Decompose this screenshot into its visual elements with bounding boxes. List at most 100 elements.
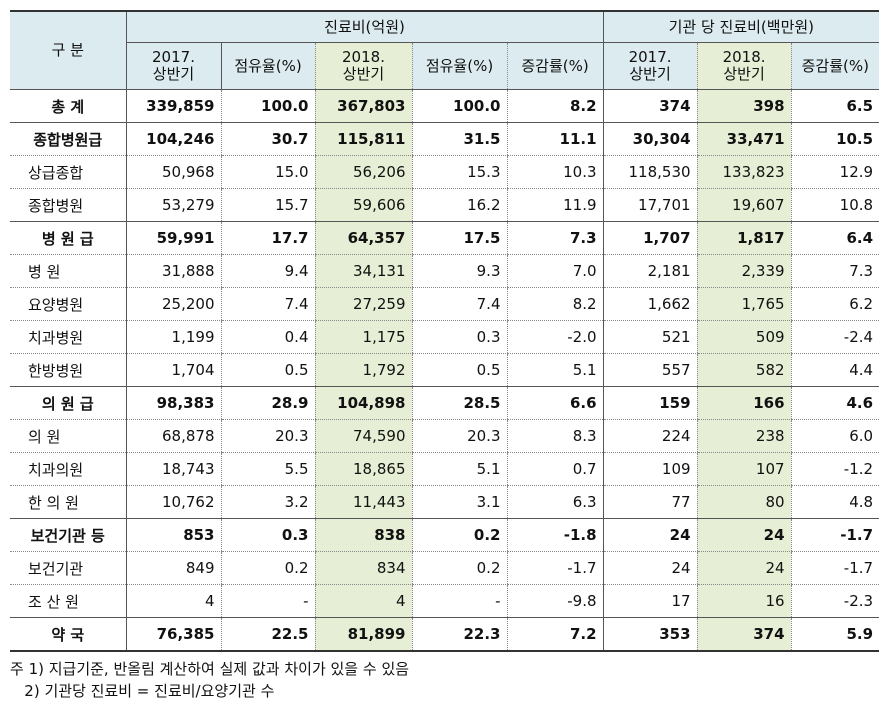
table-cell: 6.3 <box>506 485 604 519</box>
table-cell: 1,707 <box>602 221 698 255</box>
table-cell: 31.5 <box>411 122 507 156</box>
medical-cost-table: 구 분 진료비(억원) 기관 당 진료비(백만원) 2017. 상반기 점유율(%)… <box>10 10 880 652</box>
row-label: 병 원 급 <box>10 221 127 255</box>
footnote-line: 주 1) 지급기준, 반올림 계산하여 실제 값과 차이가 있을 수 있음 <box>10 660 410 678</box>
table-cell: 10.3 <box>506 155 604 189</box>
per-institution-group-header: 기관 당 진료비(백만원) <box>602 11 880 43</box>
table-cell: 10,762 <box>125 485 221 519</box>
table-cell: 24 <box>696 518 792 552</box>
column-header-line: 상반기 <box>629 65 671 83</box>
column-header-6: 2017. 상반기 <box>602 42 698 90</box>
column-header-line: 2018. <box>342 48 385 66</box>
column-header-line: 증감률(%) <box>801 56 869 75</box>
table-cell: 1,662 <box>602 287 698 321</box>
table-cell: 11.9 <box>506 188 604 222</box>
table-cell: 24 <box>602 518 698 552</box>
table-cell: 31,888 <box>125 254 221 288</box>
table-cell: 339,859 <box>125 89 221 123</box>
table-cell: 16 <box>696 584 792 618</box>
table-cell: 166 <box>696 386 792 420</box>
medical-cost-table-container: 구 분 진료비(억원) 기관 당 진료비(백만원) 2017. 상반기 점유율(%)… <box>10 10 880 702</box>
table-cell: 11,443 <box>314 485 412 519</box>
table-cell: 76,385 <box>125 617 221 652</box>
table-cell: 77 <box>602 485 698 519</box>
column-header-7: 2018. 상반기 <box>696 42 792 90</box>
table-cell: 100.0 <box>220 89 315 123</box>
table-cell: 2,181 <box>602 254 698 288</box>
table-cell: 1,792 <box>314 353 412 387</box>
table-cell: -1.7 <box>506 551 604 585</box>
table-cell: 28.5 <box>411 386 507 420</box>
table-cell: 374 <box>696 617 792 652</box>
row-label: 보건기관 <box>10 551 127 585</box>
footnote-line: 2) 기관당 진료비 = 진료비/요양기관 수 <box>10 682 275 700</box>
row-label: 상급종합 <box>10 155 127 189</box>
table-cell: 12.9 <box>790 155 880 189</box>
table-cell: 10.5 <box>790 122 880 156</box>
table-cell: 7.4 <box>220 287 315 321</box>
cost-group-header: 진료비(억원) <box>125 11 604 43</box>
row-label: 치과의원 <box>10 452 127 486</box>
row-label: 한 의 원 <box>10 485 127 519</box>
table-cell: 3.2 <box>220 485 315 519</box>
row-label: 치과병원 <box>10 320 127 354</box>
table-cell: 398 <box>696 89 792 123</box>
table-cell: 50,968 <box>125 155 221 189</box>
table-cell: 100.0 <box>411 89 507 123</box>
table-cell: 5.9 <box>790 617 880 652</box>
table-cell: 7.0 <box>506 254 604 288</box>
table-cell: 24 <box>602 551 698 585</box>
table-cell: -1.7 <box>790 551 880 585</box>
table-cell: 7.3 <box>506 221 604 255</box>
row-label: 종합병원급 <box>10 122 127 156</box>
table-cell: -1.8 <box>506 518 604 552</box>
table-cell: -1.7 <box>790 518 880 552</box>
table-row: 보건기관 849 0.2 834 0.2 -1.7 24 24 -1.7 <box>10 551 880 585</box>
footnotes: 주 1) 지급기준, 반올림 계산하여 실제 값과 차이가 있을 수 있음 2)… <box>10 658 879 702</box>
table-cell: 0.4 <box>220 320 315 354</box>
table-row: 치과의원 18,743 5.5 18,865 5.1 0.7 109 107 -1.2 <box>10 452 880 486</box>
table-cell: 22.3 <box>411 617 507 652</box>
table-cell: 3.1 <box>411 485 507 519</box>
row-label: 약 국 <box>10 617 127 652</box>
table-cell: 16.2 <box>411 188 507 222</box>
table-cell: 98,383 <box>125 386 221 420</box>
table-cell: 4 <box>125 584 221 618</box>
table-cell: 8.2 <box>506 89 604 123</box>
table-cell: 6.0 <box>790 419 880 453</box>
table-cell: 53,279 <box>125 188 221 222</box>
table-cell: 1,175 <box>314 320 412 354</box>
table-cell: 17,701 <box>602 188 698 222</box>
sub-header-row: 2017. 상반기 점유율(%) 2018. 상반기 점유율(%) 증감률(%) 2017. 상… <box>10 42 880 90</box>
table-cell: 20.3 <box>411 419 507 453</box>
table-cell: 2,339 <box>696 254 792 288</box>
column-header-line: 2017. <box>152 48 195 66</box>
table-row: 의 원 급 98,383 28.9 104,898 28.5 6.6 159 166 4.6 <box>10 386 880 420</box>
table-cell: 367,803 <box>314 89 412 123</box>
column-header-5: 증감률(%) <box>506 42 604 90</box>
table-cell: 18,865 <box>314 452 412 486</box>
table-cell: 838 <box>314 518 412 552</box>
table-cell: 107 <box>696 452 792 486</box>
table-cell: 28.9 <box>220 386 315 420</box>
table-cell: 5.1 <box>506 353 604 387</box>
row-label: 조 산 원 <box>10 584 127 618</box>
table-cell: 30,304 <box>602 122 698 156</box>
table-cell: 9.3 <box>411 254 507 288</box>
table-cell: 56,206 <box>314 155 412 189</box>
table-cell: 374 <box>602 89 698 123</box>
table-cell: - <box>220 584 315 618</box>
table-cell: 0.2 <box>411 551 507 585</box>
table-cell: 22.5 <box>220 617 315 652</box>
table-cell: 6.4 <box>790 221 880 255</box>
row-label: 의 원 급 <box>10 386 127 420</box>
table-cell: 8.3 <box>506 419 604 453</box>
row-label: 요양병원 <box>10 287 127 321</box>
table-cell: 15.7 <box>220 188 315 222</box>
column-header-line: 상반기 <box>342 65 385 83</box>
table-cell: 509 <box>696 320 792 354</box>
table-cell: 8.2 <box>506 287 604 321</box>
table-cell: 20.3 <box>220 419 315 453</box>
table-cell: 17.7 <box>220 221 315 255</box>
table-cell: 4 <box>314 584 412 618</box>
